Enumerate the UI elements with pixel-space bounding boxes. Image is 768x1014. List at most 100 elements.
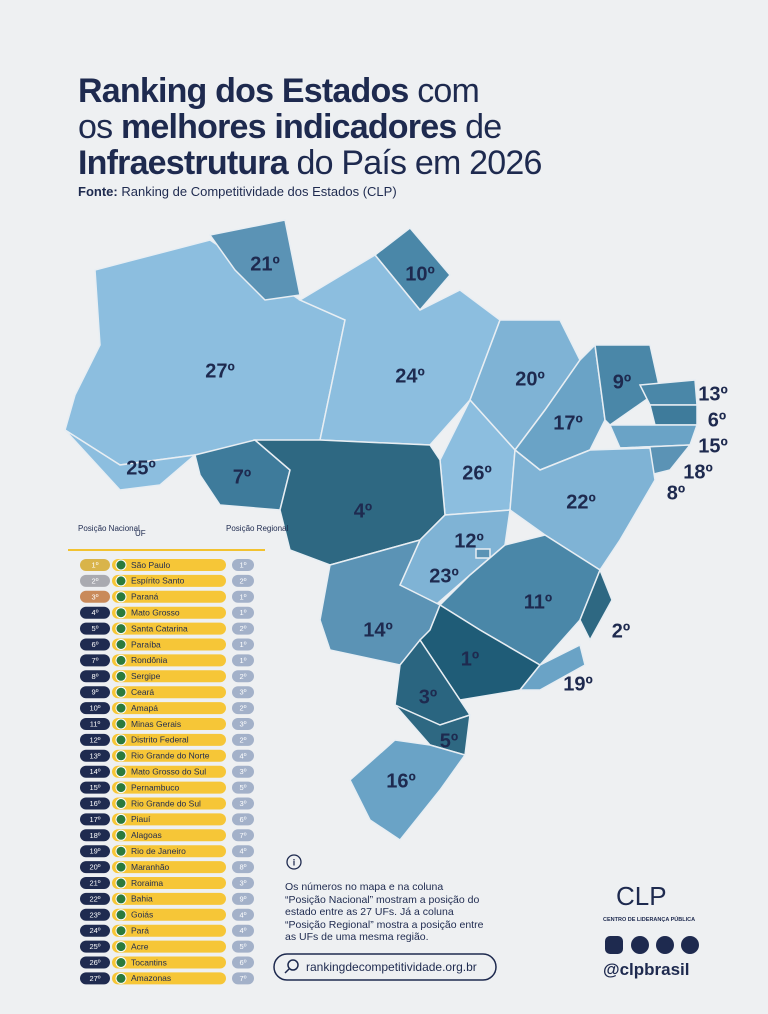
uf-bar [112,813,226,826]
title-bold: Infraestrutura [78,144,290,182]
uf-name: Distrito Federal [131,735,189,745]
flag [115,559,127,571]
regional-badge [232,670,254,683]
national-badge [80,829,110,842]
uf-name: Maranhão [131,862,170,872]
logo-name: CLP [616,881,667,911]
national-badge [80,606,110,619]
flag [115,750,127,762]
flag [115,782,127,794]
pill[interactable] [273,953,497,981]
uf-bar [112,622,226,635]
map-label: 5º [440,730,458,752]
national-position: 13º [89,751,100,760]
national-position: 22º [89,894,100,903]
regional-position: 8º [240,863,247,872]
national-badge [80,877,110,889]
uf-bar [112,670,226,683]
map-label: 13º [698,383,728,405]
national-badge [80,765,110,778]
uf-name: Ceará [131,687,154,697]
uf-name: Pará [131,925,149,935]
regional-badge [232,892,254,905]
regional-badge [232,829,254,842]
national-badge [80,972,110,985]
title-bold: melhores indicadores [121,108,456,146]
regional-badge [232,559,254,571]
regional-position: 6º [240,815,247,824]
instagram-icon[interactable] [605,936,623,954]
regional-position: 1º [240,592,247,601]
national-badge [80,733,110,746]
flag [115,639,127,650]
national-badge [80,892,110,905]
regional-position: 1º [240,608,247,617]
uf-bar [112,654,226,667]
state [509,447,656,572]
info-icon [286,854,302,870]
map-label: 4º [354,500,372,522]
state [208,219,301,301]
uf-bar [112,749,226,762]
uf-bar [112,590,226,603]
website-pill[interactable]: rankingdecompetitividade.org.br [273,953,497,981]
flag [115,702,127,714]
title-regular: com [417,72,479,110]
title-line: Ranking dos Estados com [78,72,479,110]
national-position: 12º [89,735,100,744]
youtube-icon[interactable] [681,936,699,954]
facebook-icon[interactable] [631,936,649,954]
website[interactable]: rankingdecompetitividade.org.br [306,960,477,974]
regional-badge [232,797,254,810]
header-uf: UF [135,529,146,538]
national-position: 3º [92,592,99,601]
regional-position: 2º [240,624,247,633]
state [64,239,346,466]
uf-name: Roraima [131,878,163,888]
regional-position: 3º [240,767,247,776]
uf-bar [112,718,226,730]
national-badge [80,861,110,874]
uf-bar [112,877,226,889]
map-label: 23º [429,565,459,587]
map-label: 1º [461,648,479,670]
national-badge [80,718,110,730]
regional-badge [232,813,254,826]
note: Os números no mapa e na coluna “Posição … [285,881,484,943]
source-text: Ranking de Competitividade dos Estados (… [121,184,396,199]
national-badge [80,622,110,635]
flag [115,654,127,666]
uf-bar [112,861,226,874]
regional-position: 1º [240,656,247,665]
logo-subtitle: CENTRO DE LIDERANÇA PÚBLICA [603,916,695,923]
map-label: 27º [205,360,235,382]
flag [115,925,127,937]
state [64,429,198,491]
national-badge [80,908,110,921]
regional-badge [232,733,254,746]
national-badge [80,654,110,667]
national-position: 21º [89,878,100,887]
tiktok-icon[interactable] [656,936,674,954]
uf-bar [112,574,226,587]
regional-badge [232,765,254,778]
national-position: 20º [89,863,100,872]
uf-bar [112,559,226,571]
title-bold: Ranking dos Estados [78,72,409,110]
regional-badge [232,972,254,985]
national-position: 23º [89,910,100,919]
flag [115,686,127,698]
search-icon [284,968,290,974]
regional-position: 5º [240,942,247,951]
regional-badge [232,702,254,715]
flag [115,798,127,809]
flag [115,591,127,603]
uf-name: Amazonas [131,973,171,983]
uf-bar [112,829,226,842]
national-position: 14º [89,767,100,776]
flag [115,718,127,730]
flag [115,766,127,778]
national-position: 26º [89,958,100,967]
header-national: Posição Nacional [78,524,140,533]
